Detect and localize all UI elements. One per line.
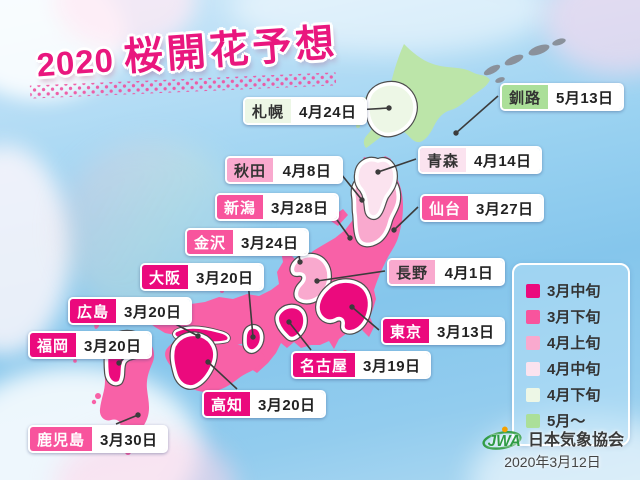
city-name: 新潟 [217, 195, 264, 219]
legend-label: 4月下旬 [547, 387, 601, 404]
city-name: 大阪 [142, 265, 189, 289]
city-label: 青森 4月14日 [418, 146, 542, 174]
leader-line [393, 206, 419, 231]
leader-dot [347, 235, 353, 241]
svg-text:JWA: JWA [488, 433, 521, 450]
legend-label: 3月下旬 [547, 309, 601, 326]
publish-date: 2020年3月12日 [504, 454, 601, 470]
city-name: 長野 [389, 260, 436, 284]
city-bloom-date: 4月1日 [435, 260, 504, 284]
city-bloom-date: 3月20日 [116, 299, 190, 323]
kanto-zone [316, 279, 372, 334]
city-label: 新潟 3月28日 [215, 193, 339, 221]
city-bloom-date: 3月20日 [76, 333, 150, 357]
city-bloom-date: 4月14日 [466, 148, 540, 172]
city-name: 札幌 [245, 99, 292, 123]
aomori-mid-april-zone [354, 157, 397, 219]
footer: JWA 日本気象協会 2020年3月12日 [481, 425, 624, 472]
leader-dot [349, 304, 355, 310]
city-name: 福岡 [30, 333, 77, 357]
org-name: 日本気象協会 [527, 432, 624, 449]
city-name: 鹿児島 [30, 427, 93, 451]
legend-color-chip [526, 283, 540, 298]
legend-color-chip [526, 309, 540, 324]
legend-label: 4月中旬 [547, 361, 601, 378]
city-bloom-date: 3月28日 [263, 195, 337, 219]
nagano-zone [290, 253, 331, 304]
city-bloom-date: 5月13日 [548, 85, 622, 109]
title-year: 2020 [35, 41, 116, 84]
city-label: 高知 3月20日 [202, 390, 326, 418]
city-label: 札幌 4月24日 [243, 97, 367, 125]
leader-dot [205, 359, 211, 365]
leader-dot [286, 319, 292, 325]
legend-item: 3月下旬 [526, 306, 616, 327]
legend-item: 3月中旬 [526, 280, 616, 301]
city-label: 東京 3月13日 [381, 317, 505, 345]
legend-item: 4月下旬 [526, 384, 616, 405]
legend-color-chip [526, 335, 540, 350]
city-name: 金沢 [187, 230, 234, 254]
city-name: 釧路 [502, 85, 549, 109]
city-label: 釧路 5月13日 [500, 83, 624, 111]
city-label: 名古屋 3月19日 [291, 351, 431, 379]
city-label: 鹿児島 3月30日 [28, 425, 168, 453]
city-name: 広島 [70, 299, 117, 323]
city-label: 金沢 3月24日 [185, 228, 309, 256]
leader-dot [391, 227, 397, 233]
legend-box: 3月中旬 3月下旬 4月上旬 4月中旬 4月下旬 5月～ [512, 263, 630, 446]
city-label: 仙台 3月27日 [420, 194, 544, 222]
city-label: 大阪 3月20日 [140, 263, 264, 291]
city-bloom-date: 3月27日 [468, 196, 542, 220]
city-bloom-date: 3月30日 [92, 427, 166, 451]
leader-line [288, 321, 312, 351]
legend-color-chip [526, 387, 540, 402]
jwa-logo-icon: JWA [482, 426, 522, 450]
leader-line [351, 306, 380, 331]
leader-dot [116, 360, 122, 366]
leader-line [207, 361, 238, 390]
city-name: 仙台 [422, 196, 469, 220]
city-bloom-date: 4月24日 [291, 99, 365, 123]
city-name: 東京 [383, 319, 430, 343]
city-bloom-date: 3月13日 [429, 319, 503, 343]
footer-org-row: JWA 日本気象協会 [481, 425, 624, 451]
leader-dot [386, 105, 392, 111]
legend-label: 4月上旬 [547, 335, 601, 352]
leader-dot [314, 278, 320, 284]
city-bloom-date: 4月8日 [273, 158, 342, 182]
city-name: 名古屋 [293, 353, 356, 377]
city-name: 秋田 [227, 158, 274, 182]
city-name: 青森 [420, 148, 467, 172]
leader-dot [250, 334, 256, 340]
leader-line [455, 95, 499, 134]
leader-dot [375, 169, 381, 175]
city-bloom-date: 3月20日 [250, 392, 324, 416]
leader-line [377, 158, 417, 173]
city-name: 高知 [204, 392, 251, 416]
legend-label: 3月中旬 [547, 283, 601, 300]
city-bloom-date: 3月24日 [233, 230, 307, 254]
city-bloom-date: 3月20日 [188, 265, 262, 289]
city-label: 秋田 4月8日 [225, 156, 344, 184]
leader-dot [453, 130, 459, 136]
leader-dot [195, 333, 201, 339]
legend-item: 4月上旬 [526, 332, 616, 353]
leader-line [316, 270, 386, 282]
legend-item: 4月中旬 [526, 358, 616, 379]
legend-items: 3月中旬 3月下旬 4月上旬 4月中旬 4月下旬 5月～ [526, 280, 616, 431]
leader-dot [359, 197, 365, 203]
city-bloom-date: 3月19日 [355, 353, 429, 377]
leader-dot [297, 259, 303, 265]
city-label: 福岡 3月20日 [28, 331, 152, 359]
city-label: 長野 4月1日 [387, 258, 506, 286]
city-label: 広島 3月20日 [68, 297, 192, 325]
legend-color-chip [526, 361, 540, 376]
